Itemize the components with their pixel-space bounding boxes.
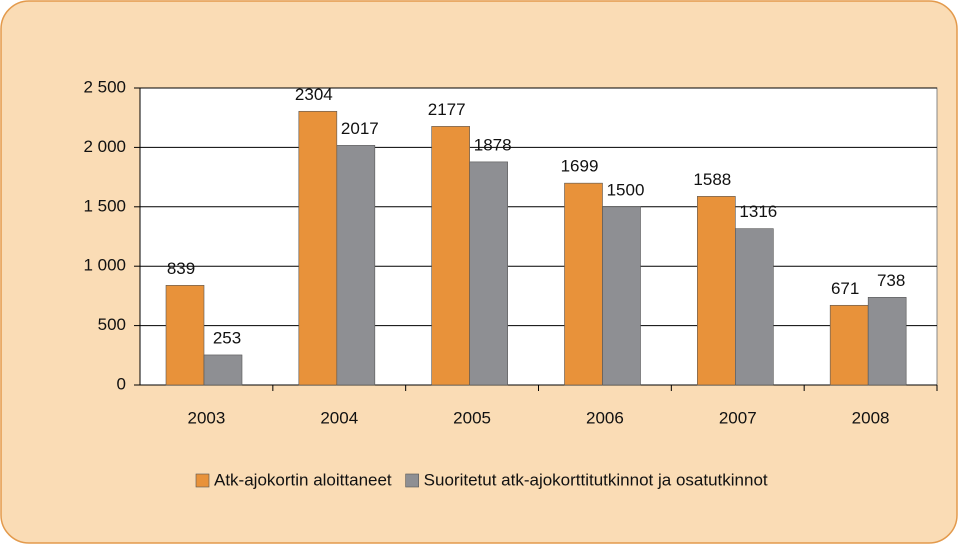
value-label: 1316 [739,202,777,221]
y-tick-label: 2 500 [83,77,126,96]
value-label: 738 [877,271,905,290]
plot-area [139,87,938,386]
bar [564,182,603,386]
x-tick-label: 2004 [320,408,358,427]
bar [431,126,470,386]
value-label: 2017 [341,119,379,138]
y-tick-label: 1 000 [83,256,126,275]
y-tick-label: 500 [98,315,126,334]
x-tick-label: 2008 [852,408,890,427]
bar [165,285,205,386]
value-label: 1699 [561,157,599,176]
bar [735,228,774,386]
value-label: 671 [831,279,859,298]
value-label: 839 [167,259,195,278]
legend-swatch [195,473,210,488]
value-label: 2304 [295,85,333,104]
bar [469,161,508,386]
bar [336,145,376,386]
value-label: 2177 [428,100,466,119]
y-tick-label: 0 [117,374,126,393]
x-tick-label: 2005 [453,408,491,427]
y-tick-label: 2 000 [83,137,126,156]
bar [203,354,243,386]
x-tick-label: 2006 [586,408,624,427]
x-tick-label: 2007 [719,408,757,427]
y-tick-label: 1 500 [83,196,126,215]
value-label: 1878 [474,135,512,154]
value-label: 253 [213,328,241,347]
legend-label: Atk-ajokortin aloittaneet [214,470,392,489]
bar [867,297,907,386]
legend-label: Suoritetut atk-ajokorttitutkinnot ja osa… [424,470,768,489]
value-label: 1500 [607,180,645,199]
legend-swatch [405,473,419,488]
bar [829,304,869,386]
bar [602,206,641,386]
value-label: 1588 [693,170,731,189]
bar [298,110,338,386]
bar [697,196,736,386]
x-tick-label: 2003 [188,408,226,427]
